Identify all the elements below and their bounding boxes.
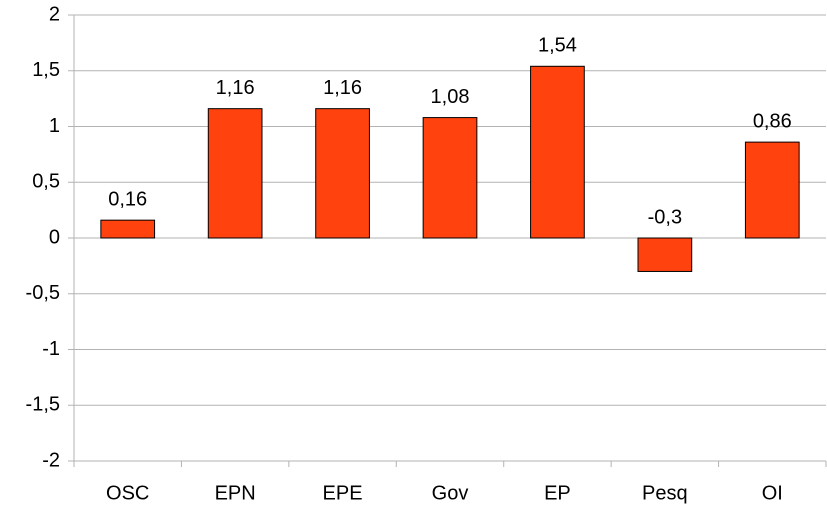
y-tick-label: 2 [49,3,60,25]
y-tick-label: 0,5 [32,171,60,193]
y-tick-label: -1 [42,338,60,360]
data-label: 1,54 [538,35,577,57]
x-tick-label: EPN [215,482,256,504]
y-tick-label: -2 [42,449,60,471]
bar [530,65,585,239]
data-label: 1,08 [431,86,470,108]
y-tick-label: 0 [49,226,60,248]
x-tick-label: Pesq [642,482,688,504]
x-tick-label: EP [544,482,571,504]
bar [637,237,693,272]
x-tick-label: OI [762,482,783,504]
data-label: 0,16 [108,188,147,210]
y-tick-label: 1 [49,115,60,137]
x-tick-label: EPE [323,482,363,504]
data-label: 0,86 [753,110,792,132]
x-tick-label: Gov [432,482,469,504]
y-tick-label: -1,5 [26,394,60,416]
bar [422,117,478,239]
bar [315,108,370,239]
bar [100,219,156,239]
y-tick-label: 1,5 [32,59,60,81]
y-tick-label: -0,5 [26,282,60,304]
data-label: 1,16 [216,77,255,99]
x-tick-label: OSC [106,482,149,504]
data-label: -0,3 [648,206,682,228]
data-label: 1,16 [323,77,362,99]
bar [207,108,263,239]
bar [744,141,800,239]
